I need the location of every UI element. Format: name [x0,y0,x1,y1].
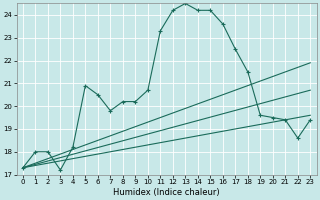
X-axis label: Humidex (Indice chaleur): Humidex (Indice chaleur) [113,188,220,197]
